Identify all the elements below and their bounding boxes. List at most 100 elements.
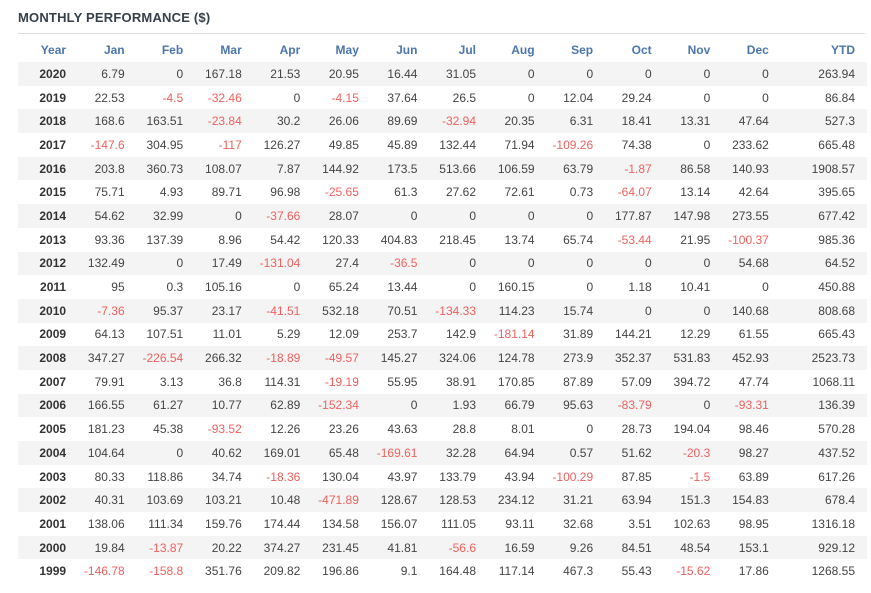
value-cell: 20.95 xyxy=(328,66,359,81)
value-cell: 18.41 xyxy=(621,114,652,129)
column-header-jul: Jul xyxy=(458,43,476,57)
value-cell: 61.55 xyxy=(738,327,769,342)
value-cell: 133.79 xyxy=(439,469,476,484)
value-cell: 0 xyxy=(410,208,418,223)
value-cell: 111.34 xyxy=(148,516,184,531)
value-cell: 0 xyxy=(527,208,535,223)
value-cell: 70.51 xyxy=(387,303,418,318)
value-cell: 0 xyxy=(703,256,711,271)
year-cell: 2004 xyxy=(39,445,67,460)
value-cell: 395.65 xyxy=(818,185,855,200)
value-cell: 527.3 xyxy=(824,114,855,129)
value-cell: 0 xyxy=(293,90,301,105)
value-cell: 132.44 xyxy=(439,137,476,152)
value-cell: 0 xyxy=(176,256,184,271)
value-cell: -117 xyxy=(218,137,242,152)
value-cell: 140.93 xyxy=(732,161,769,176)
table-row: 2001 138.06 111.34 159.76 174.44 134.58 156.07… xyxy=(18,512,867,536)
value-cell: 98.27 xyxy=(738,445,769,460)
value-cell: 1316.18 xyxy=(811,516,855,531)
value-cell: 808.68 xyxy=(818,303,855,318)
year-cell: 2003 xyxy=(39,469,67,484)
value-cell: 23.26 xyxy=(328,422,359,437)
value-cell: 87.89 xyxy=(563,374,594,389)
value-cell: 132.49 xyxy=(87,256,125,271)
value-cell: 0 xyxy=(762,90,769,105)
value-cell: 0 xyxy=(527,66,535,81)
value-cell: 437.52 xyxy=(818,445,855,460)
value-cell: 95.63 xyxy=(563,398,594,413)
value-cell: 665.43 xyxy=(818,327,855,342)
value-cell: 2523.73 xyxy=(811,351,855,366)
value-cell: 985.36 xyxy=(818,232,855,247)
value-cell: 347.27 xyxy=(87,351,125,366)
value-cell: -152.34 xyxy=(318,398,359,413)
value-cell: -41.51 xyxy=(266,303,301,318)
table-row: 2011 95 0.3 105.16 0 65.24 13.44 0 160.15 0 1.18 10… xyxy=(18,275,867,299)
value-cell: 0 xyxy=(762,66,769,81)
value-cell: -134.33 xyxy=(435,303,476,318)
value-cell: -4.5 xyxy=(162,90,184,105)
value-cell: -23.84 xyxy=(207,114,242,129)
value-cell: 147.98 xyxy=(673,208,711,223)
table-row: 2018 168.6 163.51 -23.84 30.2 26.06 89.69 -32.9… xyxy=(18,109,867,134)
value-cell: 106.59 xyxy=(497,161,535,176)
column-header-mar: Mar xyxy=(220,43,242,57)
value-cell: 0 xyxy=(176,445,184,460)
value-cell: 0 xyxy=(176,66,184,81)
value-cell: -18.89 xyxy=(266,351,301,366)
value-cell: 89.69 xyxy=(387,114,418,129)
value-cell: 532.18 xyxy=(322,303,359,318)
value-cell: 86.58 xyxy=(680,161,711,176)
value-cell: 273.9 xyxy=(563,351,594,366)
table-row: 2002 40.31 103.69 103.21 10.48 -471.89 128.67 1… xyxy=(18,488,867,513)
value-cell: 28.73 xyxy=(621,422,652,437)
value-cell: -25.65 xyxy=(324,185,359,200)
value-cell: 105.16 xyxy=(205,280,242,295)
value-cell: 203.8 xyxy=(94,161,125,176)
value-cell: 352.37 xyxy=(614,351,652,366)
value-cell: 43.63 xyxy=(387,422,418,437)
value-cell: 48.54 xyxy=(680,540,711,555)
value-cell: 0 xyxy=(469,256,476,271)
column-header-may: May xyxy=(335,43,359,57)
value-cell: 273.55 xyxy=(732,208,769,223)
table-row: 2016 203.8 360.73 108.07 7.87 144.92 173.5 513.… xyxy=(18,156,867,181)
value-cell: -1.87 xyxy=(624,161,652,176)
table-row: 2010 -7.36 95.37 23.17 -41.51 532.18 70.51 -134… xyxy=(18,298,867,323)
value-cell: 13.44 xyxy=(387,280,418,295)
value-cell: 54.42 xyxy=(270,232,301,247)
value-cell: 154.83 xyxy=(732,493,769,508)
value-cell: 253.7 xyxy=(387,327,418,342)
value-cell: 145.27 xyxy=(380,351,418,366)
value-cell: 151.3 xyxy=(680,493,711,508)
value-cell: 21.95 xyxy=(680,232,711,247)
value-cell: 32.68 xyxy=(563,516,594,531)
value-cell: 40.31 xyxy=(94,493,125,508)
column-header-oct: Oct xyxy=(631,43,652,57)
value-cell: 21.53 xyxy=(270,66,301,81)
value-cell: 404.83 xyxy=(380,232,418,247)
value-cell: 124.78 xyxy=(497,351,535,366)
value-cell: 104.64 xyxy=(87,445,125,460)
value-cell: 0 xyxy=(703,66,711,81)
value-cell: -4.15 xyxy=(331,90,359,105)
value-cell: 13.31 xyxy=(680,114,711,129)
value-cell: 3.51 xyxy=(628,516,652,531)
value-cell: 0.3 xyxy=(166,280,184,295)
year-cell: 2018 xyxy=(39,114,67,129)
value-cell: 55.95 xyxy=(387,374,418,389)
value-cell: -100.29 xyxy=(552,469,594,484)
value-cell: 62.89 xyxy=(270,398,301,413)
table-row: 2008 347.27 -226.54 266.32 -18.89 -49.57 145.2… xyxy=(18,346,867,370)
value-cell: 0 xyxy=(762,280,769,295)
column-header-aug: Aug xyxy=(511,43,535,57)
value-cell: 63.79 xyxy=(563,161,594,176)
value-cell: 266.32 xyxy=(205,351,242,366)
value-cell: 134.58 xyxy=(322,516,359,531)
value-cell: 156.07 xyxy=(380,516,418,531)
value-cell: 467.3 xyxy=(563,564,594,579)
value-cell: 64.94 xyxy=(504,445,535,460)
value-cell: 79.91 xyxy=(94,374,125,389)
value-cell: 61.3 xyxy=(394,185,418,200)
